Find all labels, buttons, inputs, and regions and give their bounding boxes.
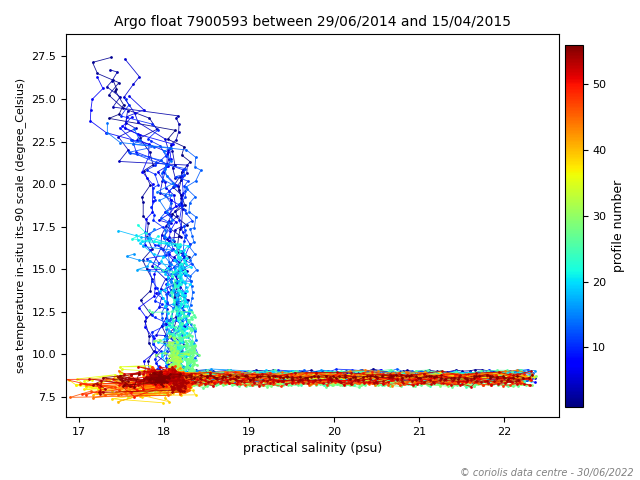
Y-axis label: sea temperature in-situ its-90 scale (degree_Celsius): sea temperature in-situ its-90 scale (de… bbox=[15, 78, 26, 373]
Y-axis label: profile number: profile number bbox=[612, 180, 625, 272]
Title: Argo float 7900593 between 29/06/2014 and 15/04/2015: Argo float 7900593 between 29/06/2014 an… bbox=[114, 15, 511, 29]
X-axis label: practical salinity (psu): practical salinity (psu) bbox=[243, 443, 382, 456]
Text: © coriolis data centre - 30/06/2022: © coriolis data centre - 30/06/2022 bbox=[460, 468, 634, 478]
